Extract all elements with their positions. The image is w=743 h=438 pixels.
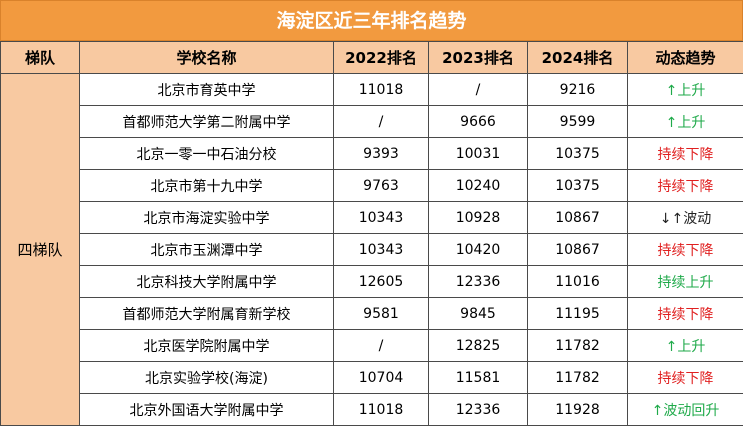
rank-2023-cell: 10420: [428, 233, 528, 266]
rank-2023-cell: /: [428, 73, 528, 106]
table-row: 北京一零一中石油分校 9393 10031 10375 持续下降: [1, 137, 743, 170]
ranking-table: 梯队 学校名称 2022排名 2023排名 2024排名 动态趋势 四梯队 北京市…: [0, 41, 743, 426]
school-cell: 北京医学院附属中学: [79, 329, 334, 362]
rank-2023-cell: 12825: [428, 329, 528, 362]
rank-2024-cell: 11195: [527, 297, 628, 330]
rank-2024-cell: 10867: [527, 233, 628, 266]
school-cell: 北京市玉渊潭中学: [79, 233, 334, 266]
school-cell: 北京外国语大学附属中学: [79, 393, 334, 426]
school-cell: 北京市育英中学: [79, 73, 334, 106]
rank-2022-cell: 12605: [333, 265, 429, 298]
trend-cell: ↑上升: [627, 105, 743, 138]
table-body: 四梯队 北京市育英中学 11018/9216 ↑上升 首都师范大学第二附属中学/9666…: [0, 73, 743, 426]
table-row: 北京市玉渊潭中学 10343 10420 10867 持续下降: [1, 233, 743, 266]
rank-2023-cell: 9666: [428, 105, 528, 138]
table-row: 北京外国语大学附属中学 11018 12336 11928 ↑波动回升: [1, 393, 743, 426]
rank-2023-cell: 12336: [428, 265, 528, 298]
school-cell: 北京科技大学附属中学: [79, 265, 334, 298]
rank-2024-cell: 10867: [527, 201, 628, 234]
school-cell: 北京市海淀实验中学: [79, 201, 334, 234]
rank-2023-cell: 12336: [428, 393, 528, 426]
header-tier: 梯队: [0, 41, 80, 74]
rank-2022-cell: 9581: [333, 297, 429, 330]
tier-cell: 四梯队: [0, 73, 80, 426]
table-row: 北京医学院附属中学/12825 11782 ↑上升: [1, 329, 743, 362]
rank-2023-cell: 9845: [428, 297, 528, 330]
rank-2022-cell: 10704: [333, 361, 429, 394]
trend-cell: ↓↑波动: [627, 201, 743, 234]
table-row: 北京市海淀实验中学 10343 10928 10867 ↓↑波动: [1, 201, 743, 234]
rank-2022-cell: 11018: [333, 73, 429, 106]
trend-cell: ↑上升: [627, 73, 743, 106]
header-2022: 2022排名: [333, 41, 429, 74]
table-row: 首都师范大学附属育新学校 9581 9845 11195 持续下降: [1, 297, 743, 330]
trend-cell: 持续下降: [627, 137, 743, 170]
rank-2023-cell: 10240: [428, 169, 528, 202]
rank-2022-cell: 9393: [333, 137, 429, 170]
rank-2024-cell: 11782: [527, 329, 628, 362]
rank-2024-cell: 10375: [527, 169, 628, 202]
rank-2024-cell: 11016: [527, 265, 628, 298]
header-school: 学校名称: [79, 41, 334, 74]
rank-2024-cell: 11928: [527, 393, 628, 426]
rank-2024-cell: 9599: [527, 105, 628, 138]
trend-cell: 持续上升: [627, 265, 743, 298]
header-row: 梯队 学校名称 2022排名 2023排名 2024排名 动态趋势: [0, 41, 743, 74]
school-cell: 首都师范大学附属育新学校: [79, 297, 334, 330]
school-cell: 北京实验学校(海淀): [79, 361, 334, 394]
trend-cell: ↑上升: [627, 329, 743, 362]
rank-2022-cell: /: [333, 105, 429, 138]
trend-cell: 持续下降: [627, 297, 743, 330]
trend-cell: 持续下降: [627, 169, 743, 202]
table-row: 四梯队 北京市育英中学 11018/9216 ↑上升: [0, 73, 743, 426]
rank-2024-cell: 9216: [527, 73, 628, 106]
rank-2023-cell: 11581: [428, 361, 528, 394]
trend-cell: 持续下降: [627, 361, 743, 394]
rank-2022-cell: 10343: [333, 233, 429, 266]
school-cell: 北京一零一中石油分校: [79, 137, 334, 170]
rank-2022-cell: 9763: [333, 169, 429, 202]
rank-2022-cell: 10343: [333, 201, 429, 234]
table-row: 首都师范大学第二附属中学/9666 9599 ↑上升: [1, 105, 743, 138]
rank-2022-cell: 11018: [333, 393, 429, 426]
school-cell: 首都师范大学第二附属中学: [79, 105, 334, 138]
table-row: 北京实验学校(海淀) 10704 11581 11782 持续下降: [1, 361, 743, 394]
school-cell: 北京市第十九中学: [79, 169, 334, 202]
rank-2023-cell: 10928: [428, 201, 528, 234]
rank-2023-cell: 10031: [428, 137, 528, 170]
table-row: 北京科技大学附属中学 12605 12336 11016 持续上升: [1, 265, 743, 298]
table-row: 北京市第十九中学 9763 10240 10375 持续下降: [1, 169, 743, 202]
trend-cell: 持续下降: [627, 233, 743, 266]
table-title: 海淀区近三年排名趋势: [0, 0, 743, 41]
rank-2024-cell: 10375: [527, 137, 628, 170]
header-2023: 2023排名: [428, 41, 528, 74]
trend-cell: ↑波动回升: [627, 393, 743, 426]
rank-2022-cell: /: [333, 329, 429, 362]
header-trend: 动态趋势: [627, 41, 743, 74]
rank-2024-cell: 11782: [527, 361, 628, 394]
header-2024: 2024排名: [527, 41, 628, 74]
